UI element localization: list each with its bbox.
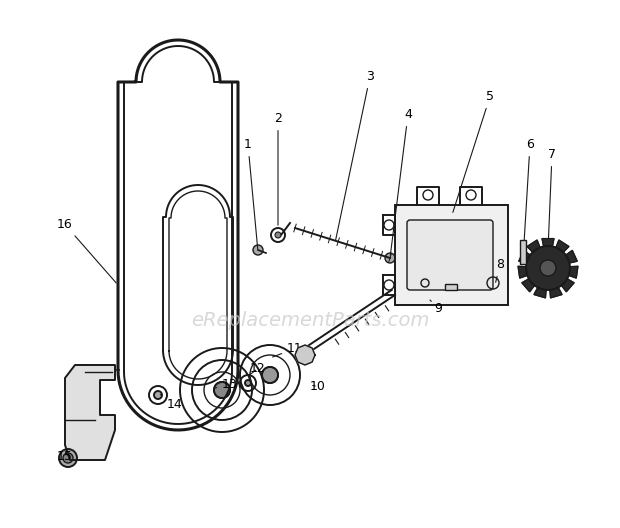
Text: eReplacementParts.com: eReplacementParts.com: [191, 310, 429, 329]
Circle shape: [262, 367, 278, 383]
Text: 1: 1: [244, 138, 258, 249]
Polygon shape: [519, 250, 530, 263]
Text: 10: 10: [310, 380, 326, 393]
Polygon shape: [527, 240, 540, 252]
Circle shape: [540, 260, 556, 276]
Text: 2: 2: [274, 112, 282, 225]
Circle shape: [63, 453, 73, 463]
Polygon shape: [562, 279, 574, 292]
Circle shape: [154, 391, 162, 399]
Circle shape: [59, 449, 77, 467]
Circle shape: [526, 246, 570, 290]
Text: 11: 11: [273, 342, 303, 357]
Polygon shape: [518, 266, 527, 278]
Circle shape: [275, 232, 281, 238]
Circle shape: [245, 380, 251, 386]
Polygon shape: [65, 365, 115, 460]
Bar: [520, 240, 526, 264]
Text: 8: 8: [495, 258, 504, 282]
Text: 13: 13: [215, 378, 238, 391]
Circle shape: [253, 245, 263, 255]
Text: 14: 14: [161, 394, 183, 411]
Text: 16: 16: [57, 218, 116, 283]
Circle shape: [385, 253, 395, 263]
Text: 12: 12: [250, 362, 266, 375]
Text: 4: 4: [391, 108, 412, 255]
Polygon shape: [569, 266, 578, 278]
Polygon shape: [566, 250, 577, 263]
Text: 5: 5: [453, 90, 494, 212]
Polygon shape: [534, 287, 546, 298]
Bar: [445, 284, 457, 290]
Polygon shape: [542, 239, 554, 247]
Circle shape: [214, 382, 230, 398]
Text: 15: 15: [57, 450, 73, 463]
Text: 7: 7: [548, 148, 556, 247]
FancyBboxPatch shape: [407, 220, 493, 290]
Polygon shape: [522, 279, 534, 292]
Polygon shape: [556, 240, 569, 252]
Text: 9: 9: [430, 300, 442, 315]
Bar: [395, 205, 508, 305]
Text: 6: 6: [523, 138, 534, 257]
Polygon shape: [550, 287, 562, 298]
Text: 3: 3: [335, 70, 374, 240]
Polygon shape: [295, 345, 315, 365]
